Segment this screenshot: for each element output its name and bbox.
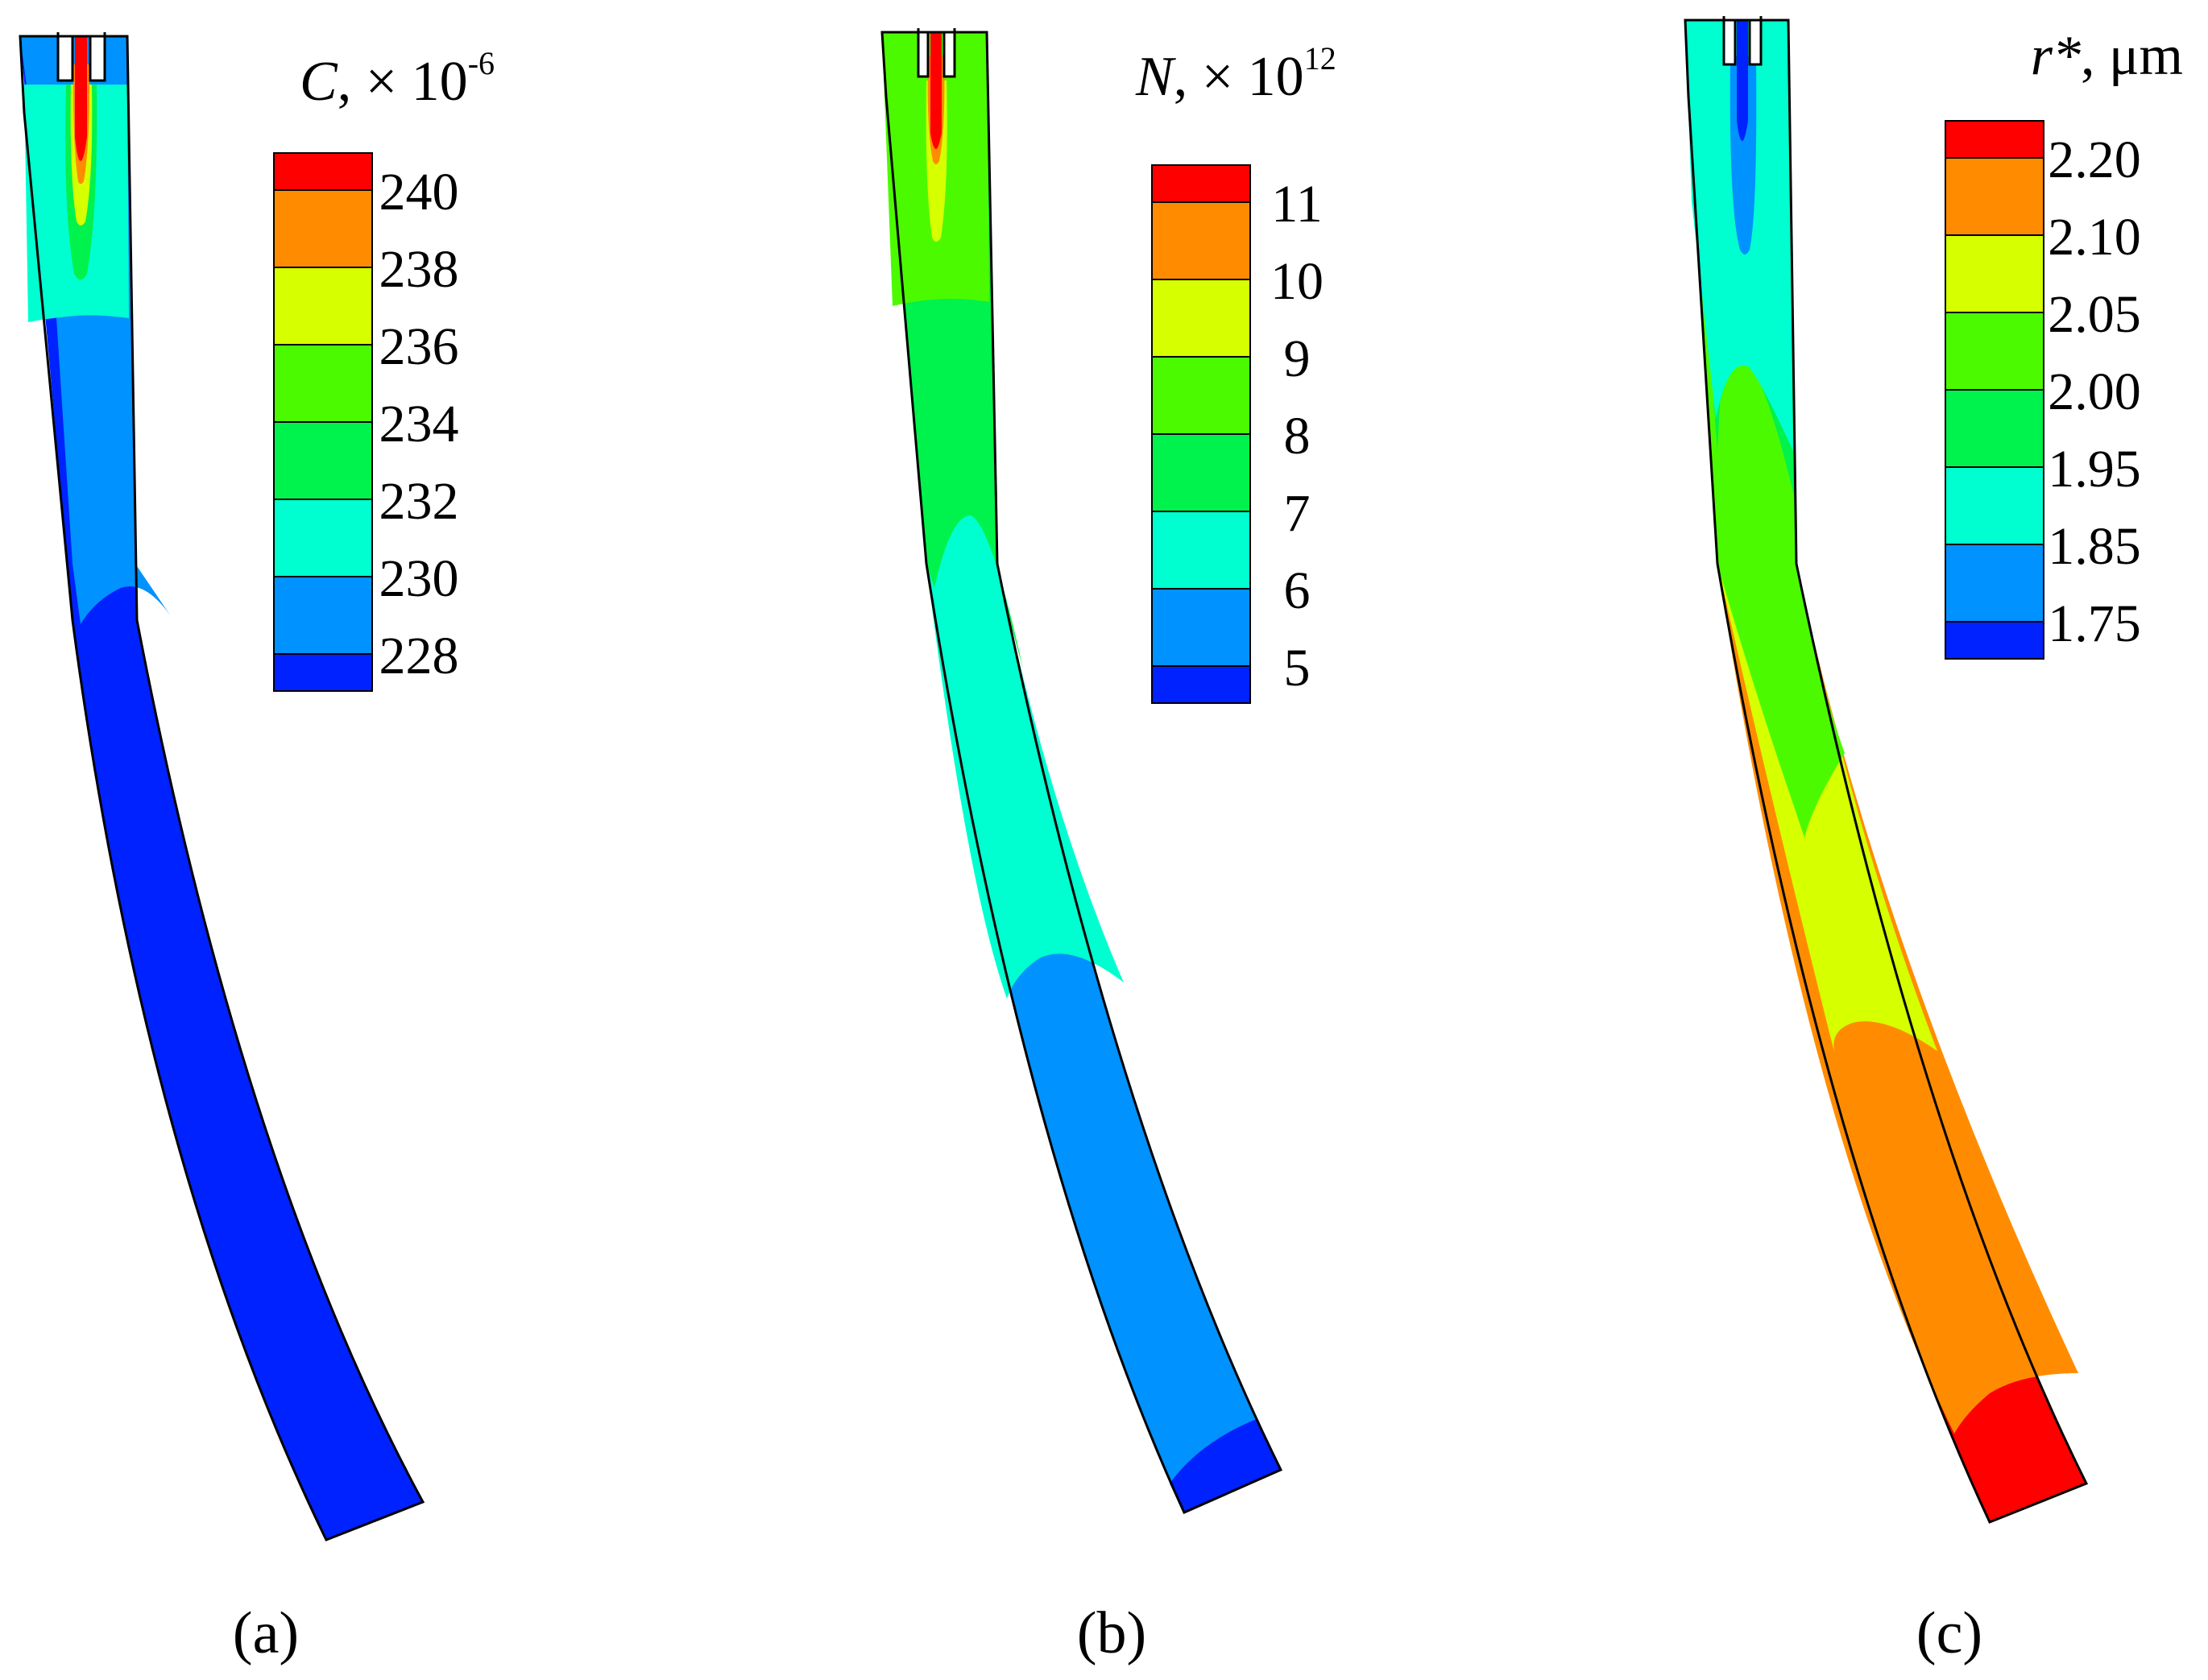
legend-colorbar-a — [273, 152, 373, 692]
channel-outline-a — [19, 35, 425, 1541]
legend-swatch-c-7 — [1945, 621, 2044, 660]
contour-plot-a — [19, 32, 425, 1541]
legend-tick-b-3: 8 — [1284, 407, 1311, 466]
legend-title-suffix-c: , μm — [2081, 25, 2183, 87]
legend-a: C, × 10-6 240 238 236 234 232 230 228 — [273, 45, 495, 692]
contour-band-b-12 — [930, 32, 942, 149]
legend-swatch-b-6 — [1151, 588, 1251, 667]
contour-plot-c — [1684, 16, 2089, 1524]
legend-tick-b-2: 9 — [1284, 329, 1311, 388]
legend-title-symbol-b: N — [1135, 46, 1176, 108]
legend-swatch-a-6 — [273, 576, 373, 655]
legend-tick-c-3: 2.00 — [2048, 362, 2141, 421]
contour-band-a-240 — [75, 36, 87, 161]
legend-colorbar-c — [1945, 120, 2044, 660]
legend-swatch-a-2 — [273, 267, 373, 346]
legend-tick-c-6: 1.75 — [2048, 594, 2141, 653]
legend-ticks-b: 11 10 9 8 7 6 5 — [1270, 175, 1324, 697]
contour-band-b-5 — [1170, 1419, 1281, 1512]
legend-swatch-b-7 — [1151, 665, 1251, 704]
legend-swatch-b-1 — [1151, 201, 1251, 280]
legend-swatch-c-3 — [1945, 312, 2044, 391]
legend-ticks-a: 240 238 236 234 232 230 228 — [379, 163, 459, 685]
legend-swatch-a-5 — [273, 499, 373, 577]
legend-tick-b-4: 7 — [1284, 484, 1311, 543]
legend-title-suffix-b: , × 10 — [1174, 46, 1304, 108]
legend-swatch-a-3 — [273, 344, 373, 423]
legend-swatch-b-5 — [1151, 511, 1251, 590]
legend-swatch-c-1 — [1945, 157, 2044, 236]
legend-ticks-c: 2.20 2.10 2.05 2.00 1.95 1.85 1.75 — [2048, 130, 2141, 653]
panel-label-a: (a) — [233, 1600, 299, 1666]
legend-b: N, × 1012 11 10 9 8 7 6 5 — [1135, 40, 1336, 704]
panel-b: N, × 1012 11 10 9 8 7 6 5 (b) — [880, 28, 1336, 1666]
legend-tick-c-5: 1.85 — [2048, 517, 2141, 576]
legend-title-symbol-a: C — [300, 51, 338, 113]
legend-tick-b-5: 6 — [1284, 561, 1311, 620]
panel-label-c: (c) — [1916, 1600, 1982, 1666]
legend-swatch-b-4 — [1151, 433, 1251, 512]
legend-swatch-c-5 — [1945, 466, 2044, 545]
legend-title-symbol-c: r* — [2031, 25, 2081, 87]
legend-swatch-a-7 — [273, 653, 373, 692]
legend-tick-b-6: 5 — [1284, 639, 1311, 697]
legend-tick-c-1: 2.10 — [2048, 208, 2141, 267]
legend-tick-c-2: 2.05 — [2048, 285, 2141, 344]
legend-title-c: r*, μm — [2031, 25, 2183, 87]
legend-swatch-a-1 — [273, 189, 373, 268]
legend-swatch-c-0 — [1945, 120, 2044, 159]
channel-outline-c — [1684, 19, 2089, 1524]
legend-tick-c-4: 1.95 — [2048, 440, 2141, 499]
legend-swatch-b-0 — [1151, 164, 1251, 203]
legend-swatch-b-2 — [1151, 279, 1251, 358]
legend-tick-a-2: 236 — [379, 317, 459, 376]
legend-tick-b-0: 11 — [1271, 175, 1323, 234]
contour-band-c-darkblue — [1737, 20, 1748, 141]
legend-colorbar-b — [1151, 164, 1251, 704]
legend-title-suffix-a: , × 10 — [338, 51, 468, 113]
legend-swatch-a-4 — [273, 421, 373, 500]
legend-title-a: C, × 10-6 — [300, 45, 495, 113]
legend-swatch-c-4 — [1945, 389, 2044, 468]
legend-tick-b-1: 10 — [1270, 252, 1324, 311]
panel-a: C, × 10-6 240 238 236 234 232 230 228 (a) — [19, 32, 495, 1666]
legend-tick-a-1: 238 — [379, 240, 459, 299]
legend-tick-a-0: 240 — [379, 163, 459, 221]
legend-tick-c-0: 2.20 — [2048, 130, 2141, 189]
contour-band-c-blue — [1730, 56, 1757, 254]
legend-c: r*, μm 2.20 2.10 2.05 2.00 1.95 1.85 1.75 — [1945, 25, 2183, 660]
legend-title-exponent-a: -6 — [468, 45, 495, 81]
panel-c: r*, μm 2.20 2.10 2.05 2.00 1.95 1.85 1.75 (c) — [1684, 16, 2183, 1666]
legend-title-b: N, × 1012 — [1135, 40, 1336, 108]
legend-swatch-b-3 — [1151, 356, 1251, 435]
legend-title-exponent-b: 12 — [1304, 40, 1336, 77]
panel-label-b: (b) — [1077, 1600, 1146, 1666]
legend-tick-a-5: 230 — [379, 549, 459, 608]
channel-outline-b — [880, 31, 1283, 1514]
legend-tick-a-3: 234 — [379, 395, 459, 453]
legend-swatch-c-2 — [1945, 234, 2044, 313]
legend-swatch-c-6 — [1945, 544, 2044, 623]
legend-tick-a-6: 228 — [379, 627, 459, 685]
contour-plot-b — [880, 28, 1283, 1514]
legend-swatch-a-0 — [273, 152, 373, 191]
legend-tick-a-4: 232 — [379, 472, 459, 531]
